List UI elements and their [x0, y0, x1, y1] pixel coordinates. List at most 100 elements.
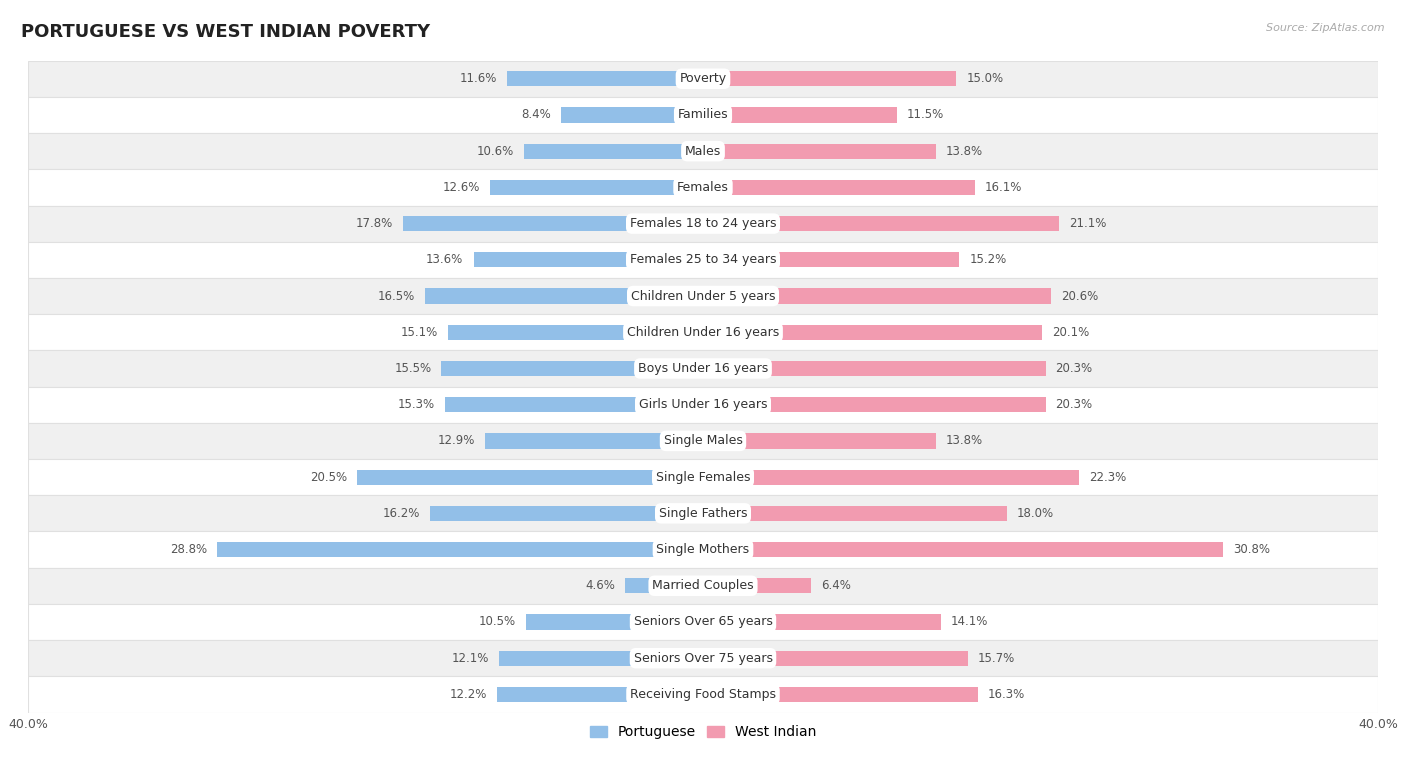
Bar	[491, 180, 703, 195]
Text: 4.6%: 4.6%	[585, 579, 616, 592]
Text: 12.1%: 12.1%	[451, 652, 489, 665]
Bar	[357, 469, 703, 484]
Text: 20.1%: 20.1%	[1052, 326, 1090, 339]
Text: 15.1%: 15.1%	[401, 326, 439, 339]
Bar	[28, 278, 1378, 314]
Text: 13.8%: 13.8%	[946, 434, 983, 447]
Text: 21.1%: 21.1%	[1069, 217, 1107, 230]
Text: 13.6%: 13.6%	[426, 253, 464, 266]
Bar	[703, 289, 1050, 304]
Bar	[524, 143, 703, 158]
Bar	[28, 531, 1378, 568]
Text: 16.3%: 16.3%	[988, 688, 1025, 701]
Text: Females 25 to 34 years: Females 25 to 34 years	[630, 253, 776, 266]
Bar	[444, 397, 703, 412]
Bar	[703, 687, 979, 702]
Bar	[28, 459, 1378, 495]
Bar	[425, 289, 703, 304]
Bar	[626, 578, 703, 594]
Text: Poverty: Poverty	[679, 72, 727, 85]
Text: Source: ZipAtlas.com: Source: ZipAtlas.com	[1267, 23, 1385, 33]
Text: 16.5%: 16.5%	[377, 290, 415, 302]
Bar	[703, 542, 1223, 557]
Bar	[28, 350, 1378, 387]
Bar	[441, 361, 703, 376]
Text: 14.1%: 14.1%	[950, 615, 988, 628]
Text: 8.4%: 8.4%	[522, 108, 551, 121]
Bar	[402, 216, 703, 231]
Bar	[28, 97, 1378, 133]
Bar	[28, 61, 1378, 97]
Legend: Portuguese, West Indian: Portuguese, West Indian	[585, 719, 821, 744]
Text: Married Couples: Married Couples	[652, 579, 754, 592]
Bar	[498, 687, 703, 702]
Text: 17.8%: 17.8%	[356, 217, 392, 230]
Text: 15.2%: 15.2%	[970, 253, 1007, 266]
Text: 10.6%: 10.6%	[477, 145, 515, 158]
Bar	[28, 676, 1378, 713]
Bar	[703, 615, 941, 630]
Bar	[28, 604, 1378, 640]
Text: PORTUGUESE VS WEST INDIAN POVERTY: PORTUGUESE VS WEST INDIAN POVERTY	[21, 23, 430, 41]
Bar	[703, 180, 974, 195]
Bar	[703, 143, 936, 158]
Bar	[28, 205, 1378, 242]
Text: Seniors Over 65 years: Seniors Over 65 years	[634, 615, 772, 628]
Bar	[499, 650, 703, 666]
Text: Children Under 16 years: Children Under 16 years	[627, 326, 779, 339]
Text: 16.1%: 16.1%	[984, 181, 1022, 194]
Bar	[526, 615, 703, 630]
Text: Single Females: Single Females	[655, 471, 751, 484]
Bar	[703, 469, 1080, 484]
Text: 11.6%: 11.6%	[460, 72, 498, 85]
Text: 11.5%: 11.5%	[907, 108, 945, 121]
Text: 13.8%: 13.8%	[946, 145, 983, 158]
Bar	[28, 387, 1378, 423]
Bar	[430, 506, 703, 521]
Text: 28.8%: 28.8%	[170, 543, 207, 556]
Text: Single Males: Single Males	[664, 434, 742, 447]
Text: Females: Females	[678, 181, 728, 194]
Bar	[508, 71, 703, 86]
Bar	[703, 252, 959, 268]
Bar	[449, 324, 703, 340]
Text: 12.9%: 12.9%	[437, 434, 475, 447]
Bar	[703, 324, 1042, 340]
Bar	[703, 216, 1059, 231]
Text: 15.7%: 15.7%	[979, 652, 1015, 665]
Text: Males: Males	[685, 145, 721, 158]
Bar	[561, 108, 703, 123]
Bar	[703, 650, 967, 666]
Text: 15.0%: 15.0%	[966, 72, 1004, 85]
Text: Females 18 to 24 years: Females 18 to 24 years	[630, 217, 776, 230]
Text: Single Fathers: Single Fathers	[659, 507, 747, 520]
Bar	[703, 361, 1046, 376]
Text: Seniors Over 75 years: Seniors Over 75 years	[634, 652, 772, 665]
Bar	[28, 568, 1378, 604]
Bar	[703, 71, 956, 86]
Text: 12.6%: 12.6%	[443, 181, 481, 194]
Text: Children Under 5 years: Children Under 5 years	[631, 290, 775, 302]
Bar	[28, 640, 1378, 676]
Text: Girls Under 16 years: Girls Under 16 years	[638, 398, 768, 411]
Text: 20.3%: 20.3%	[1056, 362, 1092, 375]
Bar	[703, 506, 1007, 521]
Bar	[28, 423, 1378, 459]
Bar	[28, 133, 1378, 169]
Bar	[485, 434, 703, 449]
Text: 20.3%: 20.3%	[1056, 398, 1092, 411]
Text: 15.3%: 15.3%	[398, 398, 434, 411]
Text: 20.5%: 20.5%	[309, 471, 347, 484]
Text: 10.5%: 10.5%	[478, 615, 516, 628]
Bar	[703, 434, 936, 449]
Bar	[28, 242, 1378, 278]
Bar	[28, 169, 1378, 205]
Text: 6.4%: 6.4%	[821, 579, 851, 592]
Text: 15.5%: 15.5%	[394, 362, 432, 375]
Bar	[474, 252, 703, 268]
Bar	[28, 495, 1378, 531]
Bar	[703, 397, 1046, 412]
Text: 30.8%: 30.8%	[1233, 543, 1270, 556]
Text: 22.3%: 22.3%	[1090, 471, 1126, 484]
Text: Families: Families	[678, 108, 728, 121]
